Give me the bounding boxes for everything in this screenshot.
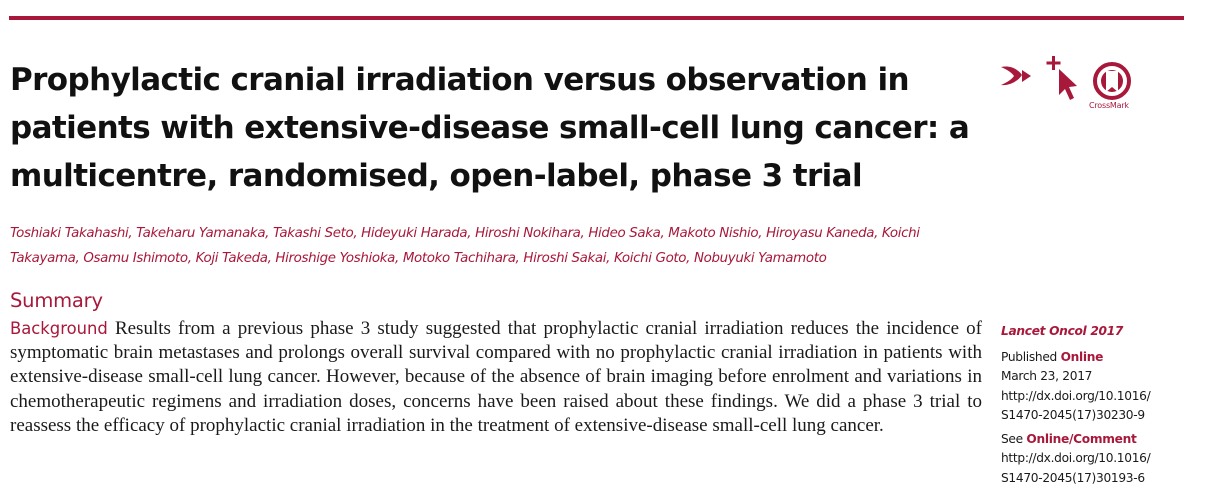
see-prefix: See [1001, 431, 1027, 446]
summary-heading: Summary [10, 289, 103, 312]
comment-doi-line-1: http://dx.doi.org/10.1016/ [1001, 451, 1151, 465]
published-prefix: Published [1001, 349, 1061, 364]
published-status: Online [1060, 349, 1104, 364]
author-list: Toshiaki Takahashi, Takeharu Yamanaka, T… [10, 226, 920, 266]
doi-link[interactable]: http://dx.doi.org/10.1016/ S1470-2045(17… [1001, 387, 1201, 426]
published-line: Published Online [1001, 348, 1201, 368]
comment-doi-line-2: S1470-2045(17)30193-6 [1001, 470, 1145, 485]
share-icon[interactable] [1000, 61, 1032, 91]
background-paragraph: Background Results from a previous phase… [10, 317, 982, 438]
comment-doi-link[interactable]: http://dx.doi.org/10.1016/ S1470-2045(17… [1001, 449, 1201, 488]
background-label: Background [10, 319, 108, 338]
crossmark-icon[interactable]: CrossMark [1089, 61, 1140, 115]
see-also-line: See Online/Comment [1001, 430, 1201, 450]
article-title: Prophylactic cranial irradiation versus … [10, 62, 970, 194]
background-text: Results from a previous phase 3 study su… [10, 318, 982, 436]
top-rule [9, 16, 1184, 20]
online-comment-link[interactable]: Online/Comment [1026, 431, 1137, 446]
journal-citation: Lancet Oncol 2017 [1001, 324, 1124, 338]
article-tools: CrossMark [1000, 55, 1150, 115]
published-date: March 23, 2017 [1001, 369, 1093, 383]
doi-line-1: http://dx.doi.org/10.1016/ [1001, 388, 1151, 403]
doi-line-2: S1470-2045(17)30230-9 [1001, 408, 1145, 422]
cursor-click-icon[interactable] [1046, 55, 1082, 101]
crossmark-label: CrossMark [1089, 101, 1129, 110]
publication-sidebar: Lancet Oncol 2017 Published Online March… [1001, 322, 1201, 488]
